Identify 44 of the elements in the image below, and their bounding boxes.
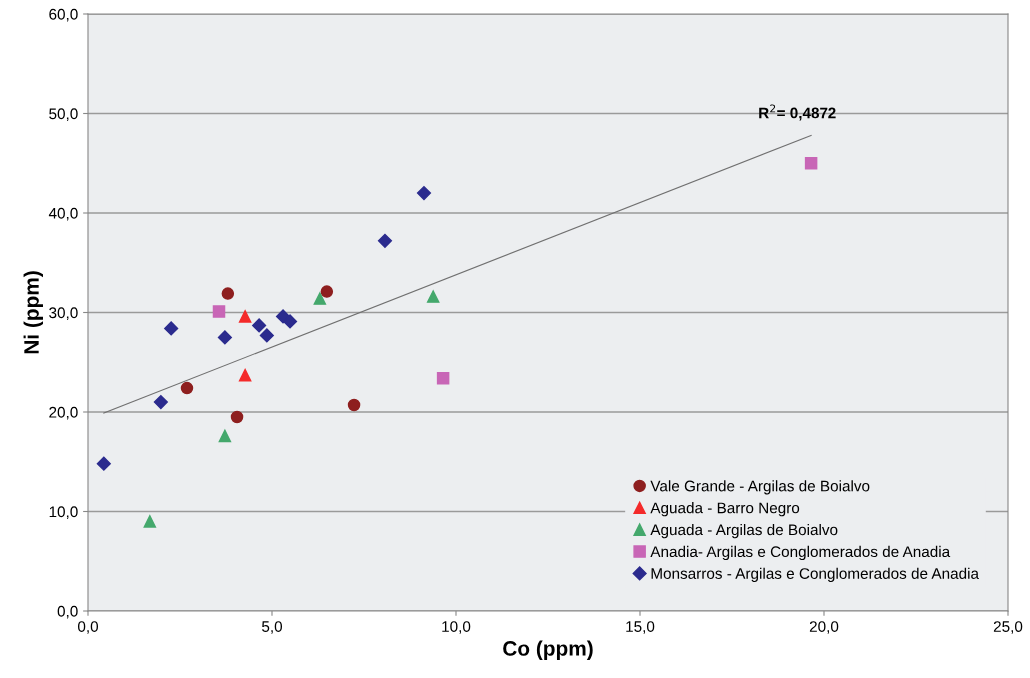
point — [436, 371, 450, 385]
point — [143, 515, 157, 528]
point — [238, 310, 252, 323]
y-tick-label: 50,0 — [49, 108, 78, 121]
x-tick-label: 10,0 — [442, 621, 471, 634]
point — [180, 381, 194, 395]
legend-label: Anadia- Argilas e Conglomerados de Anadia — [650, 545, 951, 561]
y-tick-label: 0,0 — [57, 605, 78, 619]
y-tick-label: 40,0 — [48, 207, 78, 221]
x-tick-label: 15,0 — [626, 621, 655, 634]
point — [238, 368, 252, 382]
x-tick-label: 25,0 — [993, 621, 1023, 634]
point — [218, 429, 232, 443]
y-tick-label: 10,0 — [49, 506, 78, 519]
point — [804, 156, 818, 170]
legend-label: Vale Grande - Argilas de Boialvo — [650, 480, 870, 495]
point — [96, 456, 111, 471]
point — [212, 305, 226, 318]
point — [313, 292, 327, 305]
x-axis-title: Co (ppm) — [503, 640, 593, 660]
y-tick-label: 60,0 — [49, 8, 78, 22]
y-axis-title: Ni (ppm) — [23, 271, 43, 354]
point — [259, 328, 274, 343]
y-tick-label: 30,0 — [49, 307, 78, 320]
point — [347, 398, 361, 412]
point — [320, 285, 334, 298]
x-tick-label: 20,0 — [809, 621, 839, 634]
point — [153, 394, 168, 410]
x-tick-label: 5,0 — [261, 621, 283, 634]
legend-label: Monsarros - Argilas e Conglomerados de Anadia — [651, 567, 979, 582]
point — [252, 318, 267, 333]
point — [416, 186, 432, 201]
x-tick-label: 0,0 — [77, 621, 99, 634]
point — [164, 321, 179, 336]
point — [282, 314, 298, 329]
point — [221, 287, 235, 300]
point — [217, 330, 232, 345]
legend-label: Aguada - Barro Negro — [650, 502, 800, 517]
point — [377, 233, 393, 248]
y-tick-label: 20,0 — [49, 406, 78, 420]
point — [426, 290, 440, 303]
annotation: R$^{2}$= 0,4872 — [759, 104, 836, 121]
legend-label: Aguada - Argilas de Boialvo — [650, 523, 838, 539]
point — [230, 410, 244, 424]
